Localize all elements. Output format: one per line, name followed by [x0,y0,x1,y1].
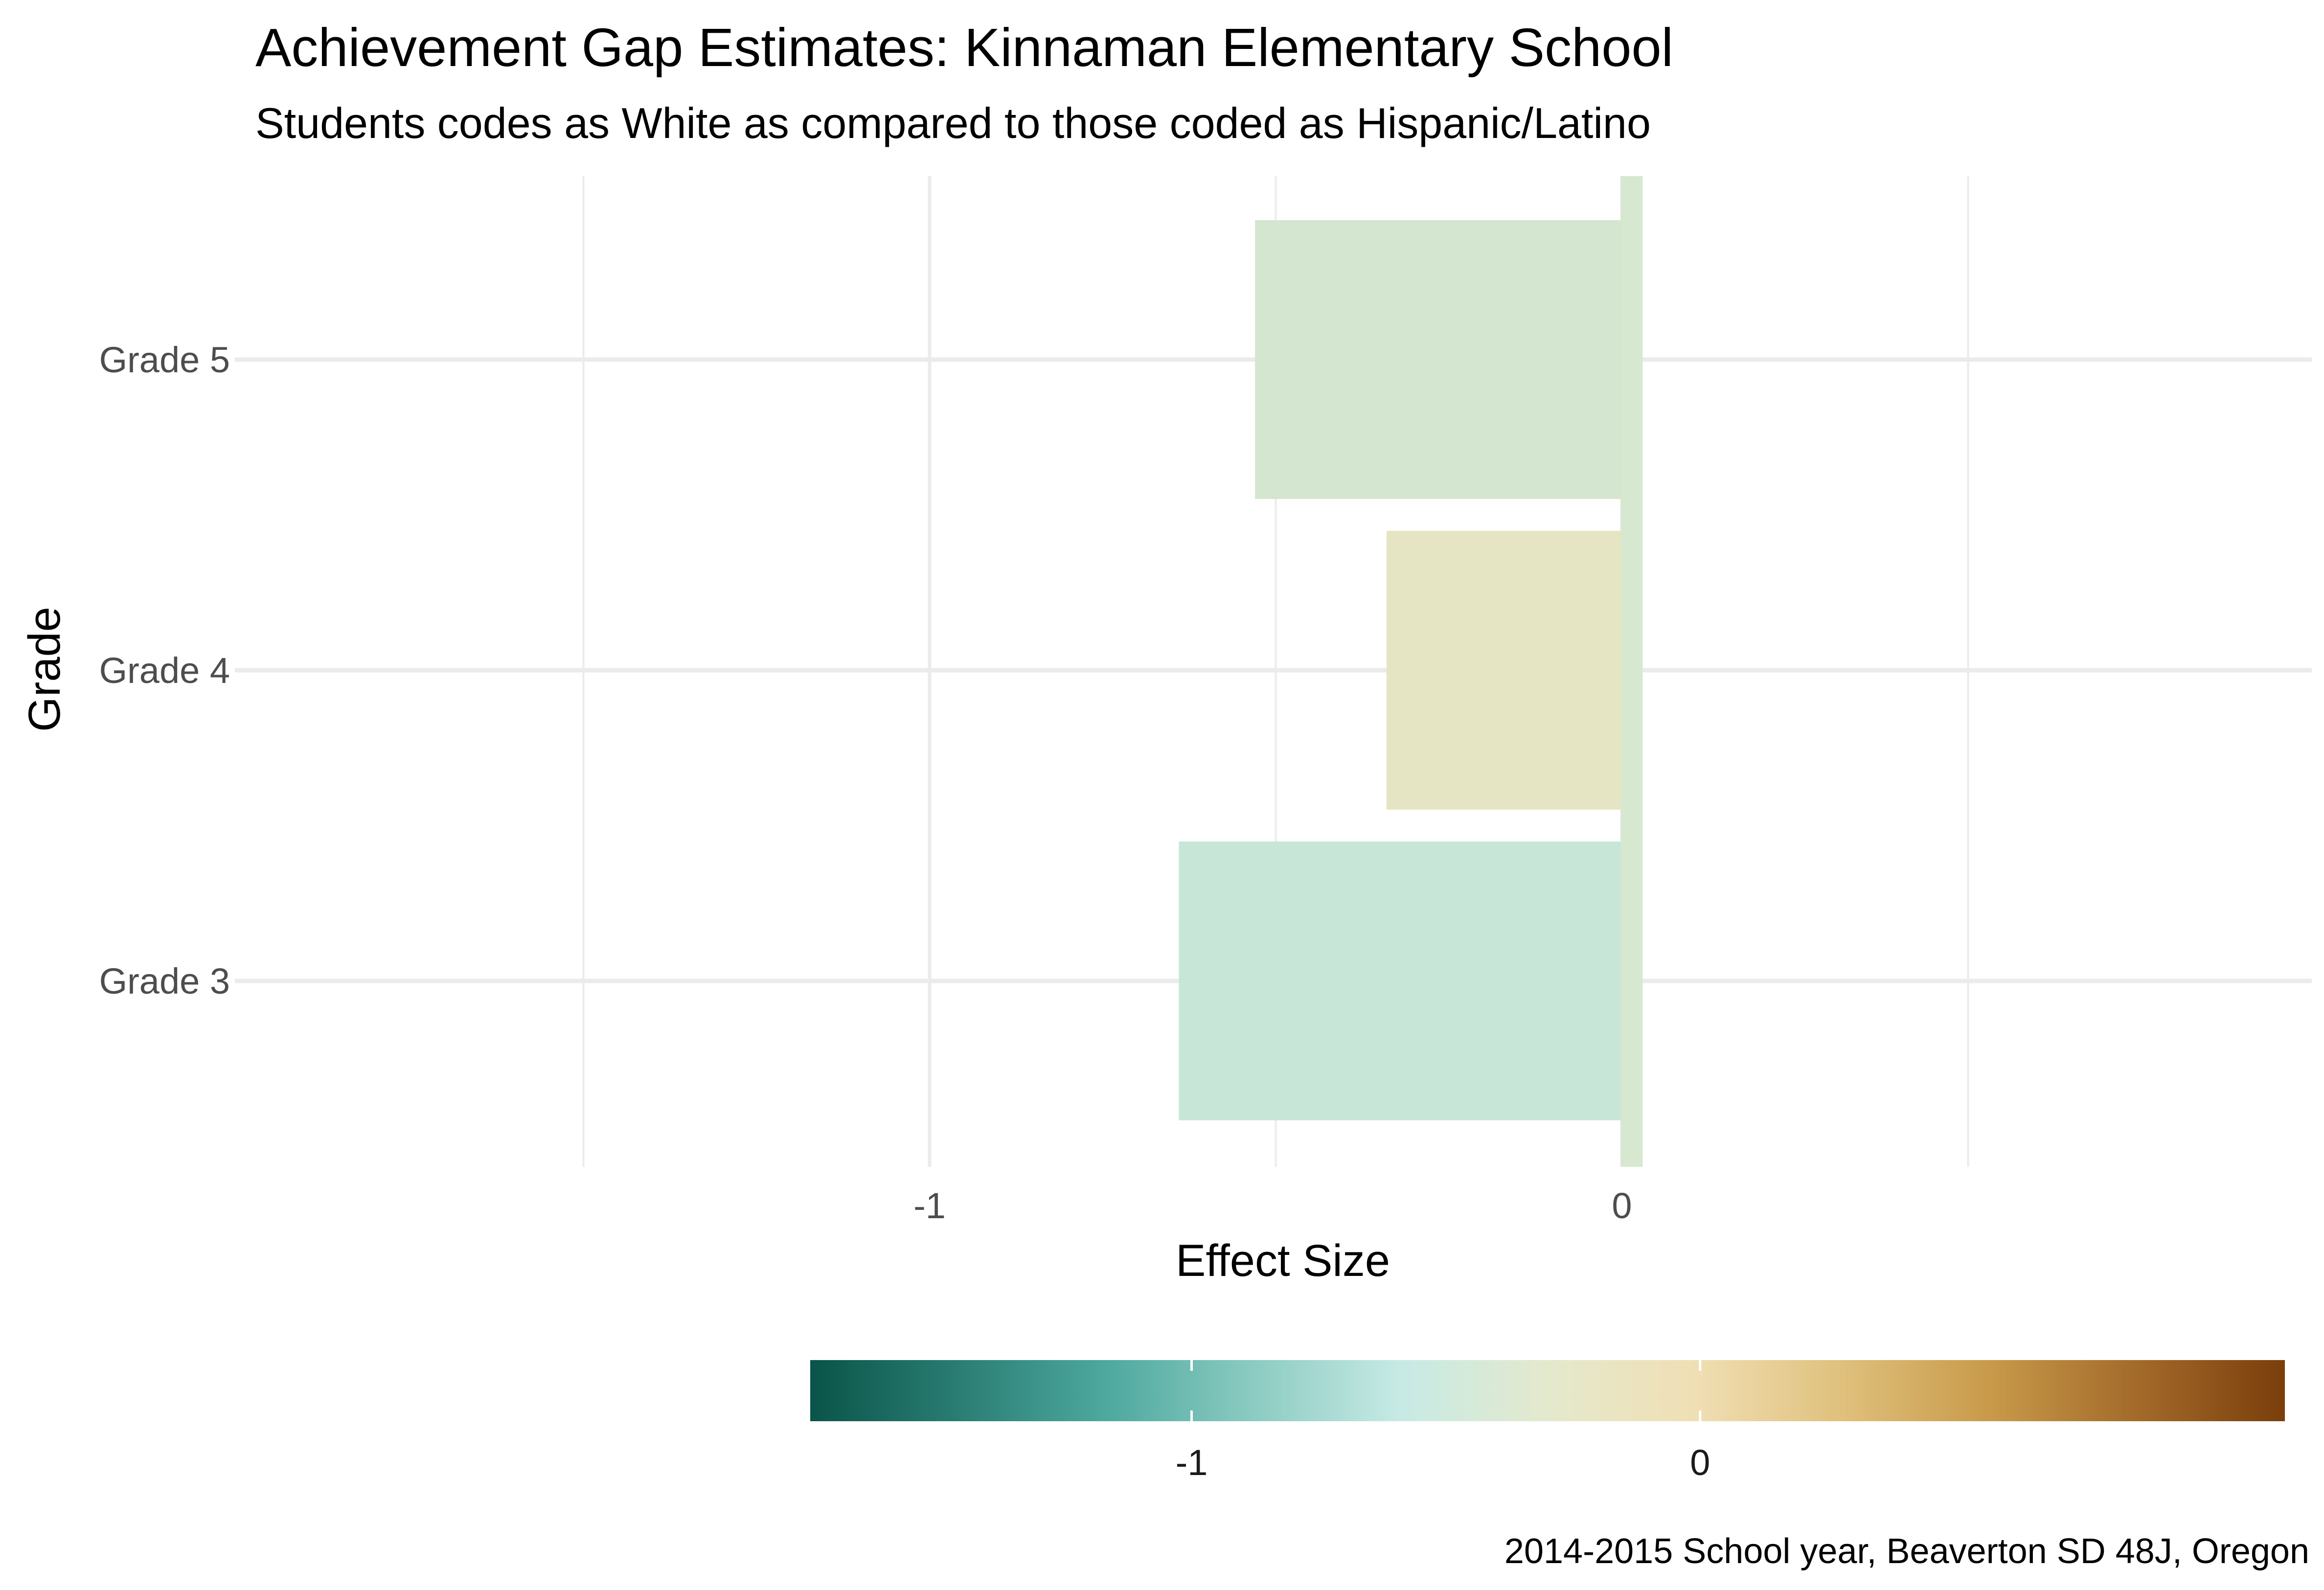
x-tick-label: -1 [913,1185,946,1226]
x-tick-label: 0 [1612,1185,1632,1226]
y-tick-labels: Grade 3 Grade 4 Grade 5 [99,340,230,1001]
y-tick-label: Grade 5 [99,340,230,380]
legend-colorbar [810,1360,2285,1421]
y-tick-label: Grade 4 [99,650,230,691]
chart-title: Achievement Gap Estimates: Kinnaman Elem… [255,18,1673,78]
bar-grade-5 [1255,220,1622,499]
bar-grade-3 [1179,841,1622,1120]
legend-tick-label: 0 [1690,1442,1710,1483]
legend: -1 0 [810,1360,2285,1483]
x-tick-labels: -1 0 [913,1185,1632,1226]
x-axis-title: Effect Size [1176,1236,1390,1286]
legend-ticks: -1 0 [1176,1360,1710,1483]
chart-subtitle: Students codes as White as compared to t… [255,99,1651,147]
bar-grade-4 [1386,531,1622,810]
chart-caption: 2014-2015 School year, Beaverton SD 48J,… [1504,1532,2309,1571]
bars [1179,176,1643,1167]
bar-zero [1621,176,1643,1167]
legend-tick-label: -1 [1176,1442,1208,1483]
y-axis-title: Grade [20,607,69,732]
y-tick-label: Grade 3 [99,961,230,1001]
